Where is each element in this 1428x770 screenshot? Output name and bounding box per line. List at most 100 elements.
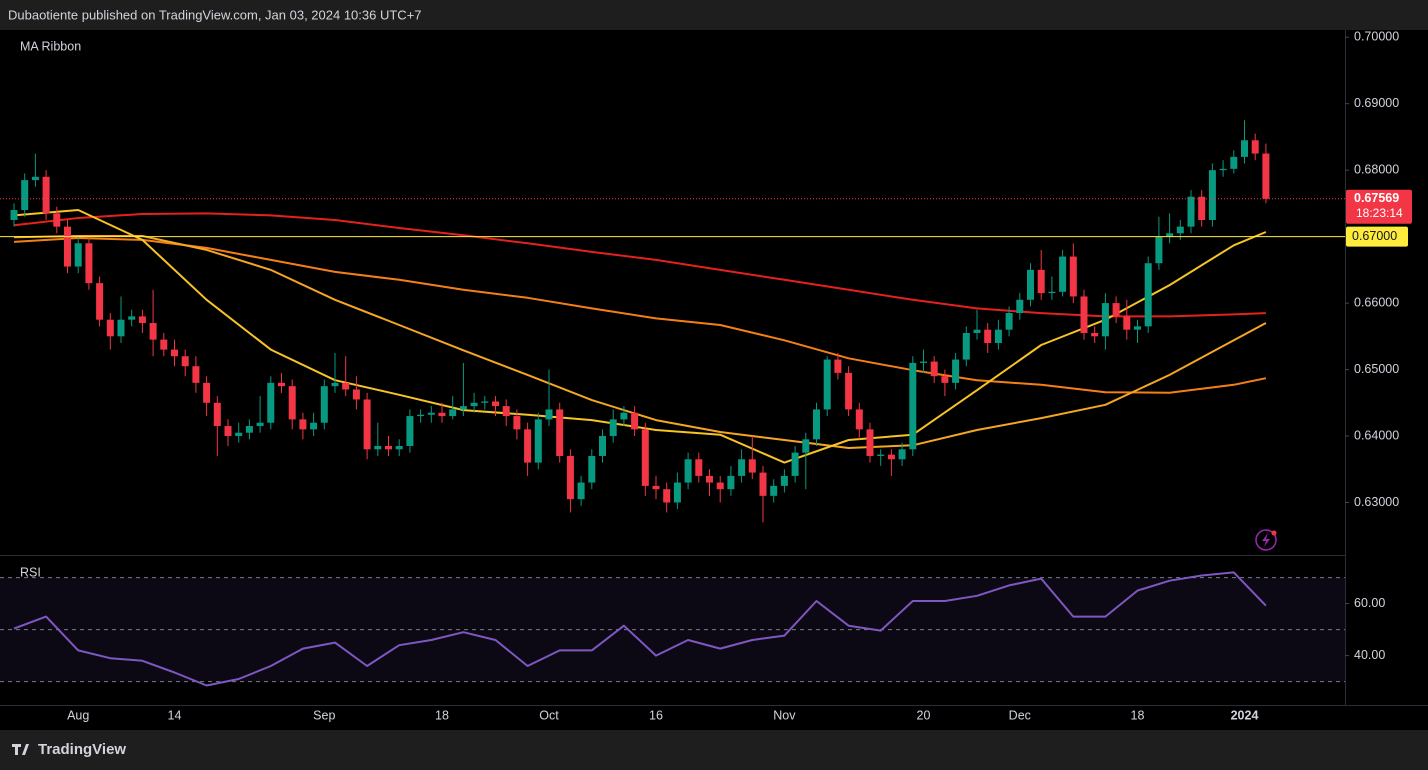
candle-body	[1241, 140, 1248, 157]
last-price-box	[1346, 189, 1412, 224]
x-tick-label: 16	[649, 708, 663, 722]
candle-body	[973, 329, 981, 333]
candle-body	[952, 359, 960, 383]
x-tick-label: Aug	[67, 708, 89, 722]
y-tick-label: 0.68000	[1354, 162, 1399, 176]
candle-body	[171, 349, 178, 357]
candle-body	[663, 489, 671, 503]
candle-body	[513, 416, 521, 430]
candle-body	[577, 482, 585, 500]
candle-body	[1123, 316, 1131, 330]
candle-body	[138, 316, 146, 324]
candle-body	[492, 401, 499, 407]
candle-body	[64, 226, 71, 267]
candle-body	[1176, 226, 1184, 234]
x-tick-label: Dec	[1009, 708, 1031, 722]
candle-body	[310, 422, 318, 430]
candle-body	[449, 409, 457, 417]
candle-body	[1166, 233, 1174, 237]
candle-body	[1037, 269, 1045, 294]
candle-body	[534, 419, 542, 463]
candle-body	[641, 429, 649, 486]
x-tick-label: 20	[917, 708, 931, 722]
candle-body	[342, 382, 350, 390]
candle-body	[545, 409, 553, 420]
candle-body	[984, 329, 992, 343]
candle-body	[673, 482, 681, 503]
candle-body	[780, 475, 788, 486]
header-bar	[0, 0, 1428, 30]
y-tick-label: 0.64000	[1354, 428, 1399, 442]
candle-body	[556, 409, 564, 456]
x-tick-label: 18	[435, 708, 449, 722]
candle-body	[920, 361, 927, 363]
candle-body	[31, 176, 39, 181]
x-tick-label: Oct	[539, 708, 559, 722]
candle-body	[566, 455, 574, 500]
candle-body	[695, 459, 703, 476]
candle-body	[128, 316, 136, 320]
candle-body	[1112, 303, 1120, 317]
candle-body	[470, 402, 478, 407]
candle-body	[459, 406, 467, 410]
candle-body	[770, 485, 778, 496]
x-tick-label: Nov	[773, 708, 796, 722]
candle-body	[160, 339, 168, 350]
candle-body	[203, 382, 211, 403]
candle-body	[631, 412, 639, 430]
last-price-label: 0.67569	[1354, 191, 1399, 205]
candle-body	[930, 361, 938, 377]
candle-body	[481, 401, 489, 403]
candle-body	[684, 459, 692, 483]
candle-body	[224, 426, 232, 437]
ma-line	[13, 237, 1267, 394]
candle-body	[96, 283, 104, 320]
candle-body	[278, 382, 285, 387]
candle-body	[1091, 333, 1099, 337]
candle-body	[53, 213, 61, 227]
y-tick-label: 60.00	[1354, 596, 1385, 610]
candle-body	[823, 359, 831, 410]
candle-body	[192, 366, 200, 383]
candle-body	[855, 409, 863, 430]
candle-body	[877, 454, 885, 456]
candle-body	[813, 409, 820, 440]
candle-body	[235, 432, 243, 437]
candle-body	[759, 472, 767, 496]
candle-body	[909, 362, 917, 450]
candle-body	[1080, 296, 1088, 333]
hline-label: 0.67000	[1352, 229, 1397, 243]
candle-body	[1155, 236, 1163, 264]
candle-body	[385, 445, 392, 450]
candle-body	[1059, 256, 1067, 292]
candle-body	[331, 382, 339, 387]
candle-body	[117, 319, 125, 337]
candle-body	[267, 382, 275, 423]
candle-body	[791, 452, 799, 476]
rsi-line	[13, 571, 1267, 687]
candle-body	[706, 475, 713, 483]
candle-body	[1251, 140, 1259, 154]
candle-body	[1187, 196, 1195, 227]
candle-body	[1027, 269, 1034, 300]
candle-body	[21, 180, 29, 211]
header-text: Dubaotiente published on TradingView.com…	[8, 7, 422, 22]
candle-body	[1219, 168, 1227, 171]
candle-body	[213, 402, 221, 427]
candle-body	[1230, 156, 1238, 169]
candle-body	[1262, 153, 1270, 199]
candle-body	[1016, 299, 1024, 314]
candle-body	[502, 406, 510, 417]
candle-body	[352, 389, 360, 400]
candle-body	[748, 459, 756, 473]
footer-bar	[0, 730, 1428, 770]
candle-body	[866, 429, 874, 456]
countdown-label: 18:23:14	[1356, 206, 1403, 220]
candle-body	[962, 333, 970, 360]
candle-body	[245, 426, 253, 433]
candle-body	[438, 412, 446, 417]
candle-body	[802, 439, 810, 453]
candle-body	[1198, 196, 1206, 221]
